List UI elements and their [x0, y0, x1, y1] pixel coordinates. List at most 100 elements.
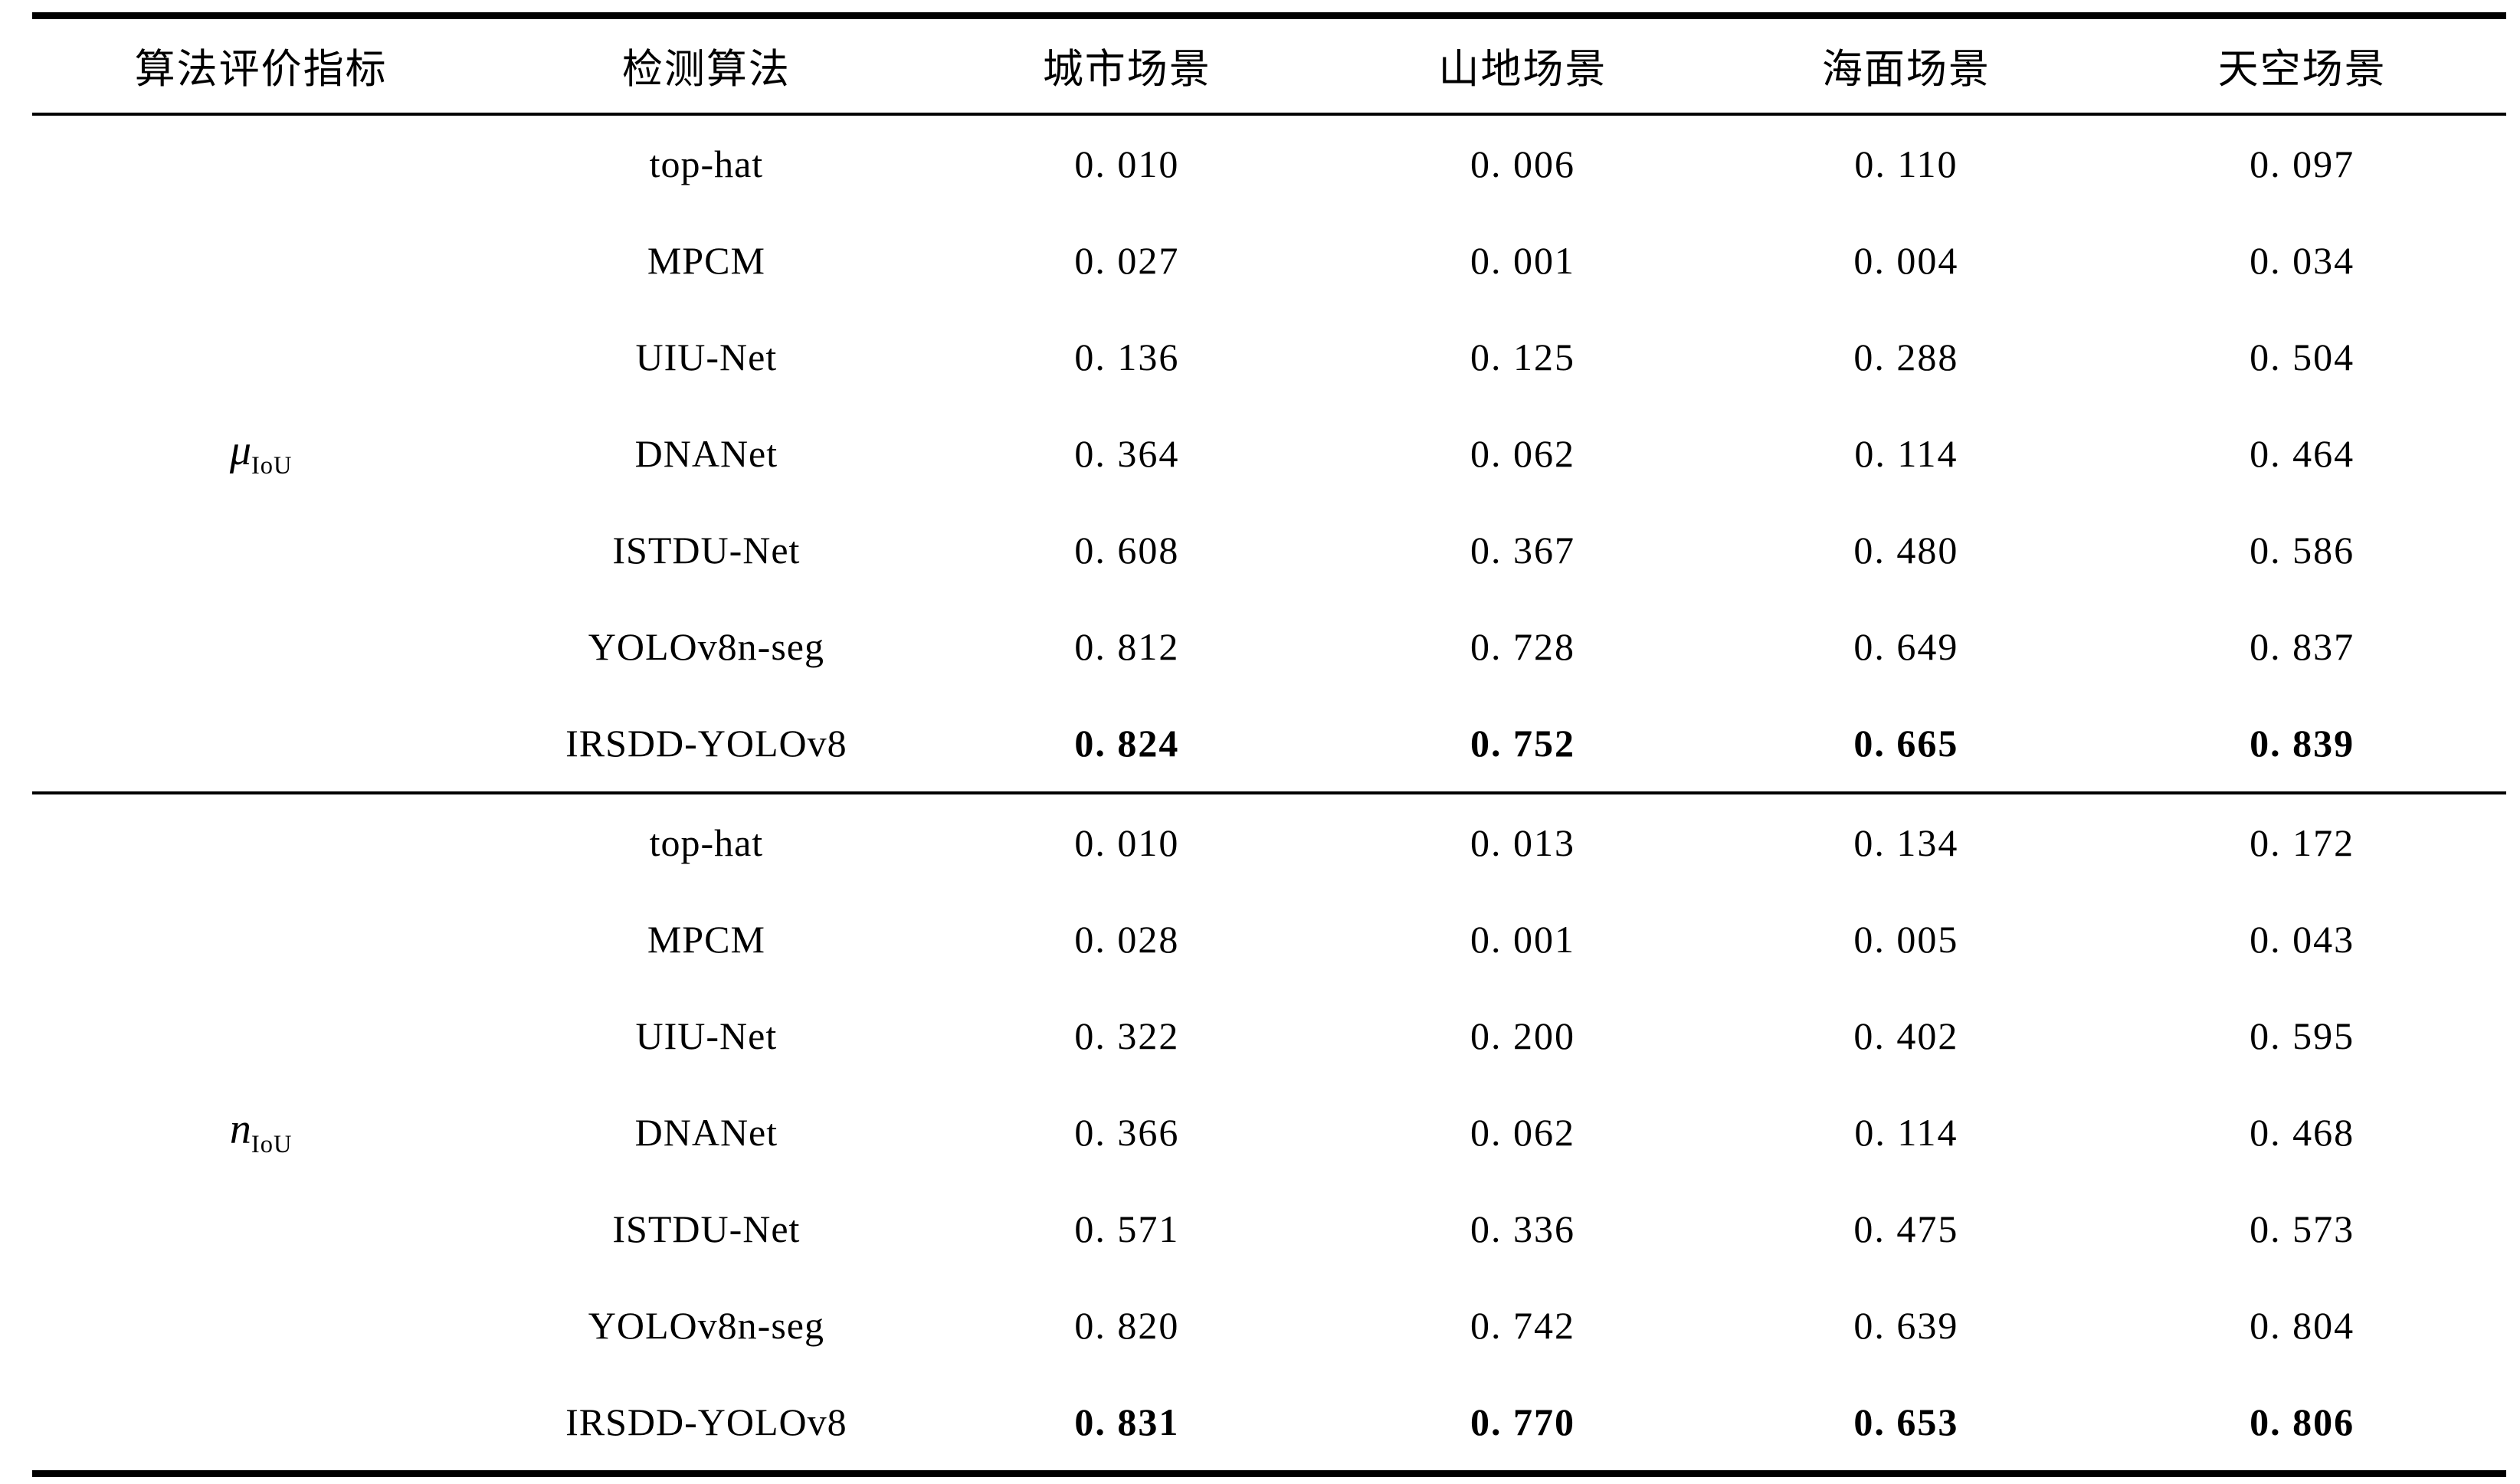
algorithm-cell: UIU-Net [635, 1014, 778, 1057]
algorithm-cell: DNANet [634, 432, 778, 475]
value-cell: 0. 468 [2250, 1111, 2355, 1154]
table-row: DNANet 0. 364 0. 062 0. 114 0. 464 [32, 405, 2506, 502]
results-table: 算法评价指标 检测算法 城市场景 山地场景 海面场景 天空场景 μIoU top-… [32, 12, 2506, 1477]
column-header-urban-scene: 城市场景 [922, 15, 1332, 116]
value-cell: 0. 004 [1853, 239, 1959, 282]
value-cell: 0. 639 [1853, 1304, 1959, 1347]
value-cell: 0. 820 [1074, 1304, 1180, 1347]
column-header-sea-scene: 海面场景 [1714, 15, 2099, 116]
value-cell: 0. 475 [1853, 1207, 1959, 1250]
value-cell: 0. 364 [1074, 432, 1180, 475]
value-cell: 0. 001 [1470, 918, 1575, 961]
algorithm-cell: UIU-Net [635, 336, 778, 378]
value-cell: 0. 752 [1470, 722, 1575, 765]
table-row: μIoU top-hat 0. 010 0. 006 0. 110 0. 097 [32, 114, 2506, 480]
table-row: UIU-Net 0. 136 0. 125 0. 288 0. 504 [32, 309, 2506, 405]
value-cell: 0. 742 [1470, 1304, 1575, 1347]
value-cell: 0. 806 [2250, 1400, 2355, 1443]
table-row: MPCM 0. 028 0. 001 0. 005 0. 043 [32, 891, 2506, 988]
value-cell: 0. 001 [1470, 239, 1575, 282]
table-row: ISTDU-Net 0. 571 0. 336 0. 475 0. 573 [32, 1181, 2506, 1277]
metric-symbol: μ [229, 427, 251, 475]
value-cell: 0. 839 [2250, 722, 2355, 765]
value-cell: 0. 010 [1074, 821, 1180, 864]
column-header-sky-scene: 天空场景 [2098, 15, 2506, 116]
value-cell: 0. 837 [2250, 625, 2355, 668]
table-row: IRSDD-YOLOv8 0. 831 0. 770 0. 653 0. 806 [32, 1374, 2506, 1474]
table-row: UIU-Net 0. 322 0. 200 0. 402 0. 595 [32, 988, 2506, 1084]
table-row: ISTDU-Net 0. 608 0. 367 0. 480 0. 586 [32, 502, 2506, 598]
algorithm-cell: YOLOv8n-seg [588, 1304, 824, 1347]
column-header-algorithm: 检测算法 [490, 15, 923, 116]
value-cell: 0. 172 [2250, 821, 2355, 864]
metric-group-niou: nIoU top-hat 0. 010 0. 013 0. 134 0. 172 MPCM 0… [32, 793, 2506, 1474]
value-cell: 0. 013 [1470, 821, 1575, 864]
table-row: IRSDD-YOLOv8 0. 824 0. 752 0. 665 0. 839 [32, 695, 2506, 793]
value-cell: 0. 288 [1853, 336, 1959, 378]
value-cell: 0. 831 [1074, 1400, 1180, 1443]
table-row: DNANet 0. 366 0. 062 0. 114 0. 468 [32, 1084, 2506, 1181]
metric-label: μIoU [32, 114, 490, 793]
metric-subscript: IoU [251, 1131, 293, 1159]
value-cell: 0. 006 [1470, 143, 1575, 185]
value-cell: 0. 608 [1074, 529, 1180, 572]
value-cell: 0. 366 [1074, 1111, 1180, 1154]
value-cell: 0. 062 [1470, 1111, 1575, 1154]
value-cell: 0. 114 [1854, 1111, 1958, 1154]
header-row: 算法评价指标 检测算法 城市场景 山地场景 海面场景 天空场景 [32, 15, 2506, 116]
column-header-metric: 算法评价指标 [32, 15, 490, 116]
metric-group-miou: μIoU top-hat 0. 010 0. 006 0. 110 0. 097 MPCM 0… [32, 114, 2506, 793]
value-cell: 0. 336 [1470, 1207, 1575, 1250]
value-cell: 0. 110 [1854, 143, 1958, 185]
results-table-container: 算法评价指标 检测算法 城市场景 山地场景 海面场景 天空场景 μIoU top-… [32, 12, 2506, 1477]
value-cell: 0. 480 [1853, 529, 1959, 572]
table-header: 算法评价指标 检测算法 城市场景 山地场景 海面场景 天空场景 [32, 15, 2506, 116]
value-cell: 0. 034 [2250, 239, 2355, 282]
value-cell: 0. 125 [1470, 336, 1575, 378]
algorithm-cell: ISTDU-Net [612, 1207, 801, 1250]
metric-label: nIoU [32, 793, 490, 1474]
column-header-mountain-scene: 山地场景 [1331, 15, 1715, 116]
algorithm-cell: IRSDD-YOLOv8 [565, 1400, 847, 1443]
value-cell: 0. 200 [1470, 1014, 1575, 1057]
algorithm-cell: IRSDD-YOLOv8 [565, 722, 847, 765]
value-cell: 0. 770 [1470, 1400, 1575, 1443]
value-cell: 0. 586 [2250, 529, 2355, 572]
algorithm-cell: MPCM [647, 239, 765, 282]
algorithm-cell: DNANet [634, 1111, 778, 1154]
value-cell: 0. 464 [2250, 432, 2355, 475]
value-cell: 0. 367 [1470, 529, 1575, 572]
value-cell: 0. 504 [2250, 336, 2355, 378]
value-cell: 0. 653 [1853, 1400, 1959, 1443]
paper-table-page: { "colors": { "background": "#ffffff", "… [0, 12, 2520, 1484]
metric-symbol: n [229, 1106, 251, 1154]
value-cell: 0. 322 [1074, 1014, 1180, 1057]
value-cell: 0. 027 [1074, 239, 1180, 282]
table-row: YOLOv8n-seg 0. 820 0. 742 0. 639 0. 804 [32, 1277, 2506, 1374]
value-cell: 0. 097 [2250, 143, 2355, 185]
value-cell: 0. 043 [2250, 918, 2355, 961]
algorithm-cell: top-hat [649, 143, 764, 185]
value-cell: 0. 728 [1470, 625, 1575, 668]
value-cell: 0. 062 [1470, 432, 1575, 475]
value-cell: 0. 134 [1853, 821, 1959, 864]
value-cell: 0. 114 [1854, 432, 1958, 475]
algorithm-cell: ISTDU-Net [612, 529, 801, 572]
value-cell: 0. 005 [1853, 918, 1959, 961]
value-cell: 0. 010 [1074, 143, 1180, 185]
value-cell: 0. 812 [1074, 625, 1180, 668]
value-cell: 0. 804 [2250, 1304, 2355, 1347]
value-cell: 0. 402 [1853, 1014, 1959, 1057]
algorithm-cell: MPCM [647, 918, 765, 961]
value-cell: 0. 573 [2250, 1207, 2355, 1250]
algorithm-cell: YOLOv8n-seg [588, 625, 824, 668]
value-cell: 0. 571 [1074, 1207, 1180, 1250]
algorithm-cell: top-hat [649, 821, 764, 864]
value-cell: 0. 665 [1853, 722, 1959, 765]
value-cell: 0. 595 [2250, 1014, 2355, 1057]
value-cell: 0. 649 [1853, 625, 1959, 668]
value-cell: 0. 824 [1074, 722, 1180, 765]
value-cell: 0. 136 [1074, 336, 1180, 378]
value-cell: 0. 028 [1074, 918, 1180, 961]
metric-subscript: IoU [251, 452, 293, 480]
